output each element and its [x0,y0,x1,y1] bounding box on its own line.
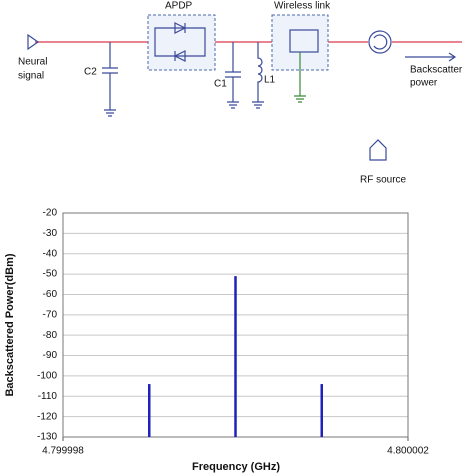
y-tick-label: -100 [37,371,57,382]
inductor-l1 [252,42,264,109]
x-tick-label: 4.800002 [387,446,429,457]
apdp-box [147,14,216,71]
label: L1 [264,75,276,86]
label: Wireless link [274,1,331,12]
output-arrow [405,52,457,62]
label: RF source [360,175,407,186]
x-axis-title: Frequency (GHz) [192,461,280,473]
y-tick-label: -110 [38,391,58,402]
label: APDP [165,1,193,12]
input-port [27,33,40,51]
label: Neural [18,57,47,68]
y-tick-label: -20 [43,208,58,219]
y-tick-label: -60 [43,289,58,300]
y-tick-label: -50 [43,269,58,280]
y-tick-label: -40 [43,248,58,259]
y-tick-label: -80 [43,330,58,341]
y-tick-label: -30 [43,228,58,239]
label: C1 [214,79,227,90]
x-tick-label: 4.799998 [42,446,84,457]
y-tick-label: -70 [43,309,58,320]
circulator [368,30,392,54]
capacitor-c1 [225,42,241,109]
y-tick-label: -130 [37,432,57,443]
circulator-arrow [373,34,388,50]
label: Backscatter [410,65,463,76]
capacitor-c2 [102,42,118,117]
y-axis-title: Backscattered Power(dBm) [4,253,16,396]
label: signal [18,71,44,82]
y-tick-label: -90 [43,350,58,361]
link-block [289,29,319,53]
circuit-diagram: Neural signal C2 APDP C1 L1 Wireless lin… [18,1,463,186]
rf-source-icon [369,139,387,161]
label: power [410,78,438,89]
label: C2 [84,67,97,78]
diodes [154,22,206,62]
y-tick-label: -120 [37,411,57,422]
ground [294,52,306,103]
